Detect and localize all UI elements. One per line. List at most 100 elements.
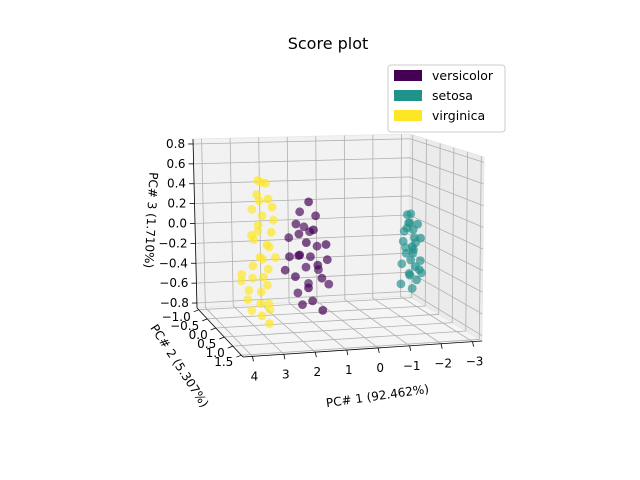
y-tick-label: −1.0: [162, 310, 191, 324]
scatter-point-virginica: [248, 273, 257, 283]
scatter-point-setosa: [416, 233, 425, 243]
z-grid-line: [193, 157, 484, 185]
x-axis-label: PC# 1 (92.462%): [325, 382, 430, 410]
scatter-point-virginica: [263, 264, 273, 274]
y-grid-line: [241, 156, 482, 356]
z-grid-line: [193, 138, 485, 163]
x-grid-line: [286, 136, 348, 351]
scatter-point-virginica: [237, 270, 247, 279]
scatter-point-versicolor: [308, 296, 317, 306]
x-tick-mark: [314, 352, 317, 358]
scatter-point-setosa: [403, 210, 412, 220]
x-tick-label: −3: [466, 355, 484, 369]
scatter-point-virginica: [247, 306, 257, 315]
scatter-point-virginica: [265, 319, 274, 328]
scatter-point-versicolor: [304, 279, 313, 288]
y-grid-line: [207, 139, 427, 320]
z-tick-label: 0.4: [167, 177, 186, 191]
x-tick-mark: [252, 356, 254, 362]
legend: versicolor setosa virginica: [387, 64, 506, 133]
axis-ticks: 4 3 2 1 0 −1 −2 −3−1.0−0.50.00.51.01.5−0.8−0.6−…: [158, 137, 483, 383]
legend-label-setosa: setosa: [432, 88, 473, 103]
x-tick-mark: [472, 341, 474, 347]
data-points: [237, 176, 426, 328]
scatter-point-versicolor: [294, 229, 304, 239]
scatter-point-versicolor: [317, 273, 327, 283]
x-grid-line: [400, 134, 473, 342]
scatter-point-versicolor: [301, 262, 311, 272]
z-tick-label: −0.8: [160, 296, 189, 310]
y-tick-mark: [236, 354, 242, 358]
x-grid-line: [372, 134, 442, 345]
scatter-point-virginica: [266, 227, 276, 237]
scatter-point-virginica: [247, 205, 257, 214]
scatter-point-setosa: [402, 223, 412, 233]
x-grid-line: [229, 138, 285, 355]
scatter-point-virginica: [256, 287, 266, 297]
scatter-point-virginica: [243, 295, 253, 304]
scatter-point-virginica: [248, 261, 258, 271]
scatter-point-setosa: [406, 255, 416, 265]
scatter-point-setosa: [413, 219, 422, 229]
scatter-point-setosa: [415, 256, 425, 265]
scatter-point-virginica: [253, 226, 263, 236]
scatter-point-virginica: [258, 254, 267, 264]
z-tick-label: 0.0: [168, 217, 187, 231]
x-tick-label: 3: [282, 367, 290, 381]
scatter-point-virginica: [263, 194, 273, 204]
scatter-point-versicolor: [294, 251, 303, 260]
scatter-point-versicolor: [280, 265, 290, 275]
scatter-point-versicolor: [285, 252, 294, 262]
scatter-point-setosa: [401, 243, 410, 252]
y-tick-mark: [210, 327, 216, 331]
x-grid-line: [201, 138, 253, 357]
scatter-point-setosa: [396, 279, 406, 289]
z-tick-label: 0.6: [166, 157, 185, 171]
scatter-point-versicolor: [291, 219, 301, 229]
z-tick-label: −0.4: [159, 256, 188, 270]
y-tick-label: 1.5: [214, 355, 233, 369]
y-tick-label: 0.0: [189, 328, 208, 342]
legend-label-versicolor: versicolor: [432, 68, 494, 83]
scatter-point-virginica: [264, 242, 274, 252]
x-grid-line: [343, 135, 410, 347]
x-tick-mark: [346, 349, 349, 356]
y-tick-mark: [202, 318, 208, 322]
scatter-point-virginica: [261, 178, 270, 188]
axis-panes: [192, 133, 485, 358]
scatter-point-setosa: [417, 268, 426, 278]
scatter-point-versicolor: [291, 272, 300, 281]
scatter-point-virginica: [265, 305, 275, 314]
scatter-point-virginica: [244, 286, 254, 295]
z-tick-label: −0.6: [159, 276, 188, 290]
scatter-point-versicolor: [321, 240, 331, 249]
scatter-point-virginica: [237, 276, 246, 286]
x-tick-mark: [440, 343, 443, 349]
x-tick-label: 0: [376, 361, 384, 375]
scatter-point-setosa: [397, 259, 407, 269]
scatter-point-virginica: [262, 280, 272, 290]
x-tick-label: 4: [251, 369, 259, 383]
legend-swatch-versicolor: [394, 70, 422, 81]
x-tick-label: 2: [314, 365, 322, 379]
scatter-point-virginica: [252, 190, 262, 200]
scatter-point-versicolor: [304, 197, 313, 207]
scatter-point-versicolor: [295, 207, 305, 217]
z-tick-label: 0.8: [166, 137, 185, 151]
scatter-point-versicolor: [301, 238, 311, 248]
scatter-point-virginica: [271, 253, 280, 262]
x-tick-label: −1: [403, 359, 421, 373]
y-tick-label: −0.5: [170, 319, 199, 333]
scatter-point-versicolor: [306, 252, 315, 261]
scatter-point-virginica: [258, 272, 268, 282]
y-tick-mark: [193, 309, 199, 313]
scatter-point-setosa: [405, 270, 415, 280]
y-grid-line: [224, 147, 455, 338]
y-tick-mark: [227, 345, 233, 349]
x-tick-label: −2: [434, 357, 452, 371]
x-tick-mark: [377, 347, 380, 354]
scatter-point-virginica: [267, 202, 277, 212]
scatter-point-versicolor: [293, 288, 303, 298]
scatter-point-versicolor: [311, 211, 320, 221]
